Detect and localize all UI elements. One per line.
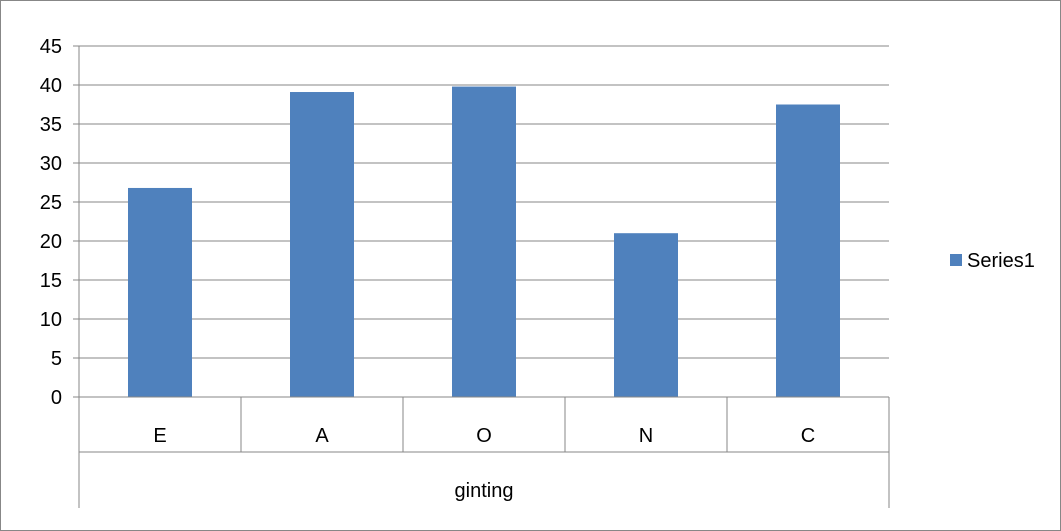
y-tick-label: 15 bbox=[40, 270, 62, 292]
bar-e bbox=[128, 187, 192, 397]
bar-o bbox=[452, 86, 516, 397]
bar-n bbox=[614, 233, 678, 397]
bars bbox=[128, 86, 840, 398]
y-tick-label: 0 bbox=[51, 387, 62, 409]
y-tick-label: 10 bbox=[40, 309, 62, 331]
y-tick-label: 40 bbox=[40, 75, 62, 97]
y-tick-label: 35 bbox=[40, 114, 62, 136]
legend-label: Series1 bbox=[967, 250, 1035, 272]
x-category-label: E bbox=[153, 425, 166, 447]
y-tick-labels: 0 5 10 15 20 25 30 35 40 45 bbox=[40, 36, 62, 409]
y-tick-label: 25 bbox=[40, 192, 62, 214]
x-category-label: N bbox=[639, 425, 653, 447]
x-category-label: O bbox=[476, 425, 492, 447]
y-tick-label: 20 bbox=[40, 231, 62, 253]
axes bbox=[73, 45, 890, 508]
bar-c bbox=[776, 104, 840, 397]
y-tick-label: 5 bbox=[51, 348, 62, 370]
y-tick-label: 45 bbox=[40, 36, 62, 58]
bar-a bbox=[290, 92, 354, 398]
x-category-label: A bbox=[315, 425, 329, 447]
legend-swatch bbox=[950, 254, 962, 266]
legend: Series1 bbox=[950, 250, 1035, 272]
y-tick-label: 30 bbox=[40, 153, 62, 175]
x-group-label: ginting bbox=[455, 480, 514, 502]
x-category-label: C bbox=[801, 425, 815, 447]
